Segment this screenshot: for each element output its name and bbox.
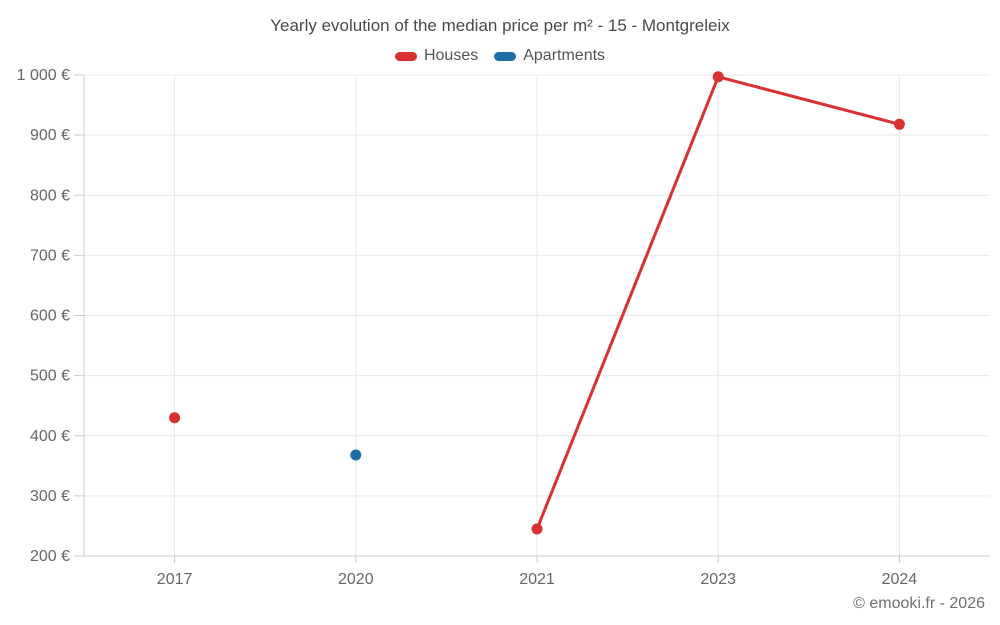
legend-label: Houses	[423, 47, 479, 64]
y-tick-label: 900 €	[30, 127, 70, 144]
x-tick-label: 2023	[700, 571, 736, 588]
y-tick-label: 700 €	[30, 247, 70, 264]
legend-item-apartments[interactable]: Apartments	[494, 47, 605, 65]
legend-item-houses[interactable]: Houses	[394, 47, 479, 65]
x-tick-label: 2021	[519, 571, 555, 588]
legend-swatch-apartments	[494, 51, 517, 61]
chart-title: Yearly evolution of the median price per…	[270, 16, 730, 35]
x-tick-label: 2017	[157, 571, 193, 588]
y-tick-label: 800 €	[30, 187, 70, 204]
data-point-houses-2024[interactable]	[893, 118, 905, 130]
y-tick-label: 1 000 €	[17, 67, 70, 84]
legend-swatch-houses	[394, 51, 417, 61]
y-tick-label: 600 €	[30, 308, 70, 325]
data-point-houses-2017[interactable]	[169, 412, 181, 424]
x-tick-label: 2020	[338, 571, 374, 588]
y-tick-label: 300 €	[30, 488, 70, 505]
copyright-text: © emooki.fr - 2026	[853, 595, 985, 612]
chart-legend: Houses Apartments	[0, 46, 1000, 66]
y-tick-label: 200 €	[30, 548, 70, 565]
y-tick-label: 500 €	[30, 368, 70, 385]
data-point-apartments-2020[interactable]	[350, 449, 362, 461]
x-tick-label: 2024	[882, 571, 918, 588]
y-tick-label: 400 €	[30, 428, 70, 445]
data-point-houses-2023[interactable]	[712, 71, 724, 83]
data-point-houses-2021[interactable]	[531, 523, 543, 535]
legend-label: Apartments	[523, 47, 606, 64]
